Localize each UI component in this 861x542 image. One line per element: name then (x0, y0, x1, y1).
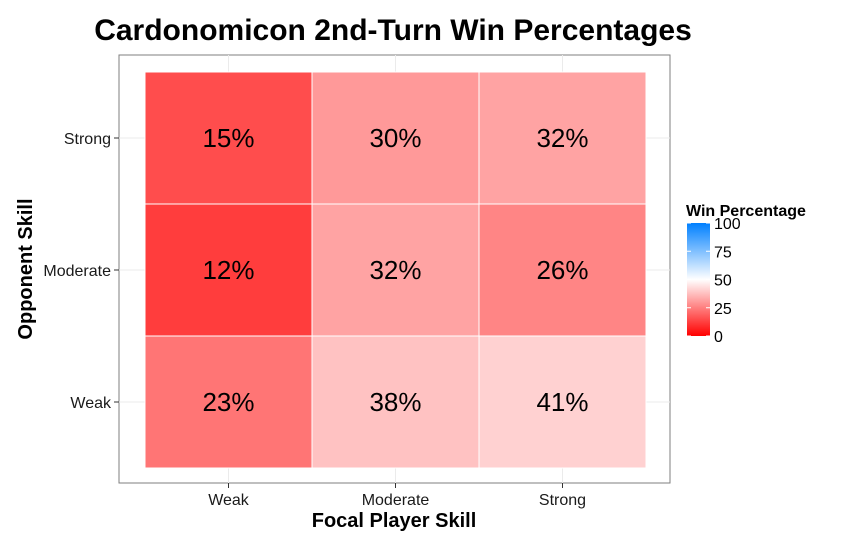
y-tick-label: Moderate (43, 263, 111, 280)
heatmap-cells (144, 71, 647, 469)
legend-tick-label: 25 (714, 301, 732, 318)
heatmap-cell (478, 335, 647, 469)
y-axis: Weak Moderate Strong (43, 131, 119, 412)
legend-tick-label: 100 (714, 216, 741, 233)
cell-value-label: 26% (536, 255, 588, 285)
y-tick-label: Weak (70, 395, 112, 412)
y-axis-title: Opponent Skill (15, 198, 37, 339)
heatmap-cell (311, 203, 480, 337)
cell-labels: 15% 30% 32% 12% 32% 26% 23% 38% 41% (202, 123, 588, 417)
heatmap-cell (144, 335, 313, 469)
x-tick-label: Moderate (362, 492, 430, 509)
x-axis: Weak Moderate Strong (208, 483, 586, 509)
legend-title: Win Percentage (686, 203, 806, 220)
cell-value-label: 32% (536, 123, 588, 153)
legend-tick-label: 75 (714, 244, 732, 261)
cell-value-label: 32% (369, 255, 421, 285)
legend-tick-label: 50 (714, 273, 732, 290)
legend-ticks: 0 25 50 75 100 (687, 216, 741, 346)
legend-colorbar (687, 223, 710, 336)
cell-value-label: 38% (369, 387, 421, 417)
heatmap-cell (311, 335, 480, 469)
cell-value-label: 23% (202, 387, 254, 417)
x-axis-title: Focal Player Skill (312, 510, 477, 532)
cell-value-label: 15% (202, 123, 254, 153)
cell-value-label: 41% (536, 387, 588, 417)
cell-value-label: 12% (202, 255, 254, 285)
chart-title: Cardonomicon 2nd-Turn Win Percentages (94, 14, 692, 47)
x-tick-label: Strong (539, 492, 586, 509)
legend: Win Percentage 0 25 50 75 100 (686, 203, 806, 346)
cell-value-label: 30% (369, 123, 421, 153)
heatmap-cell (478, 203, 647, 337)
x-tick-label: Weak (208, 492, 250, 509)
legend-tick-label: 0 (714, 329, 723, 346)
y-tick-label: Strong (64, 131, 111, 148)
